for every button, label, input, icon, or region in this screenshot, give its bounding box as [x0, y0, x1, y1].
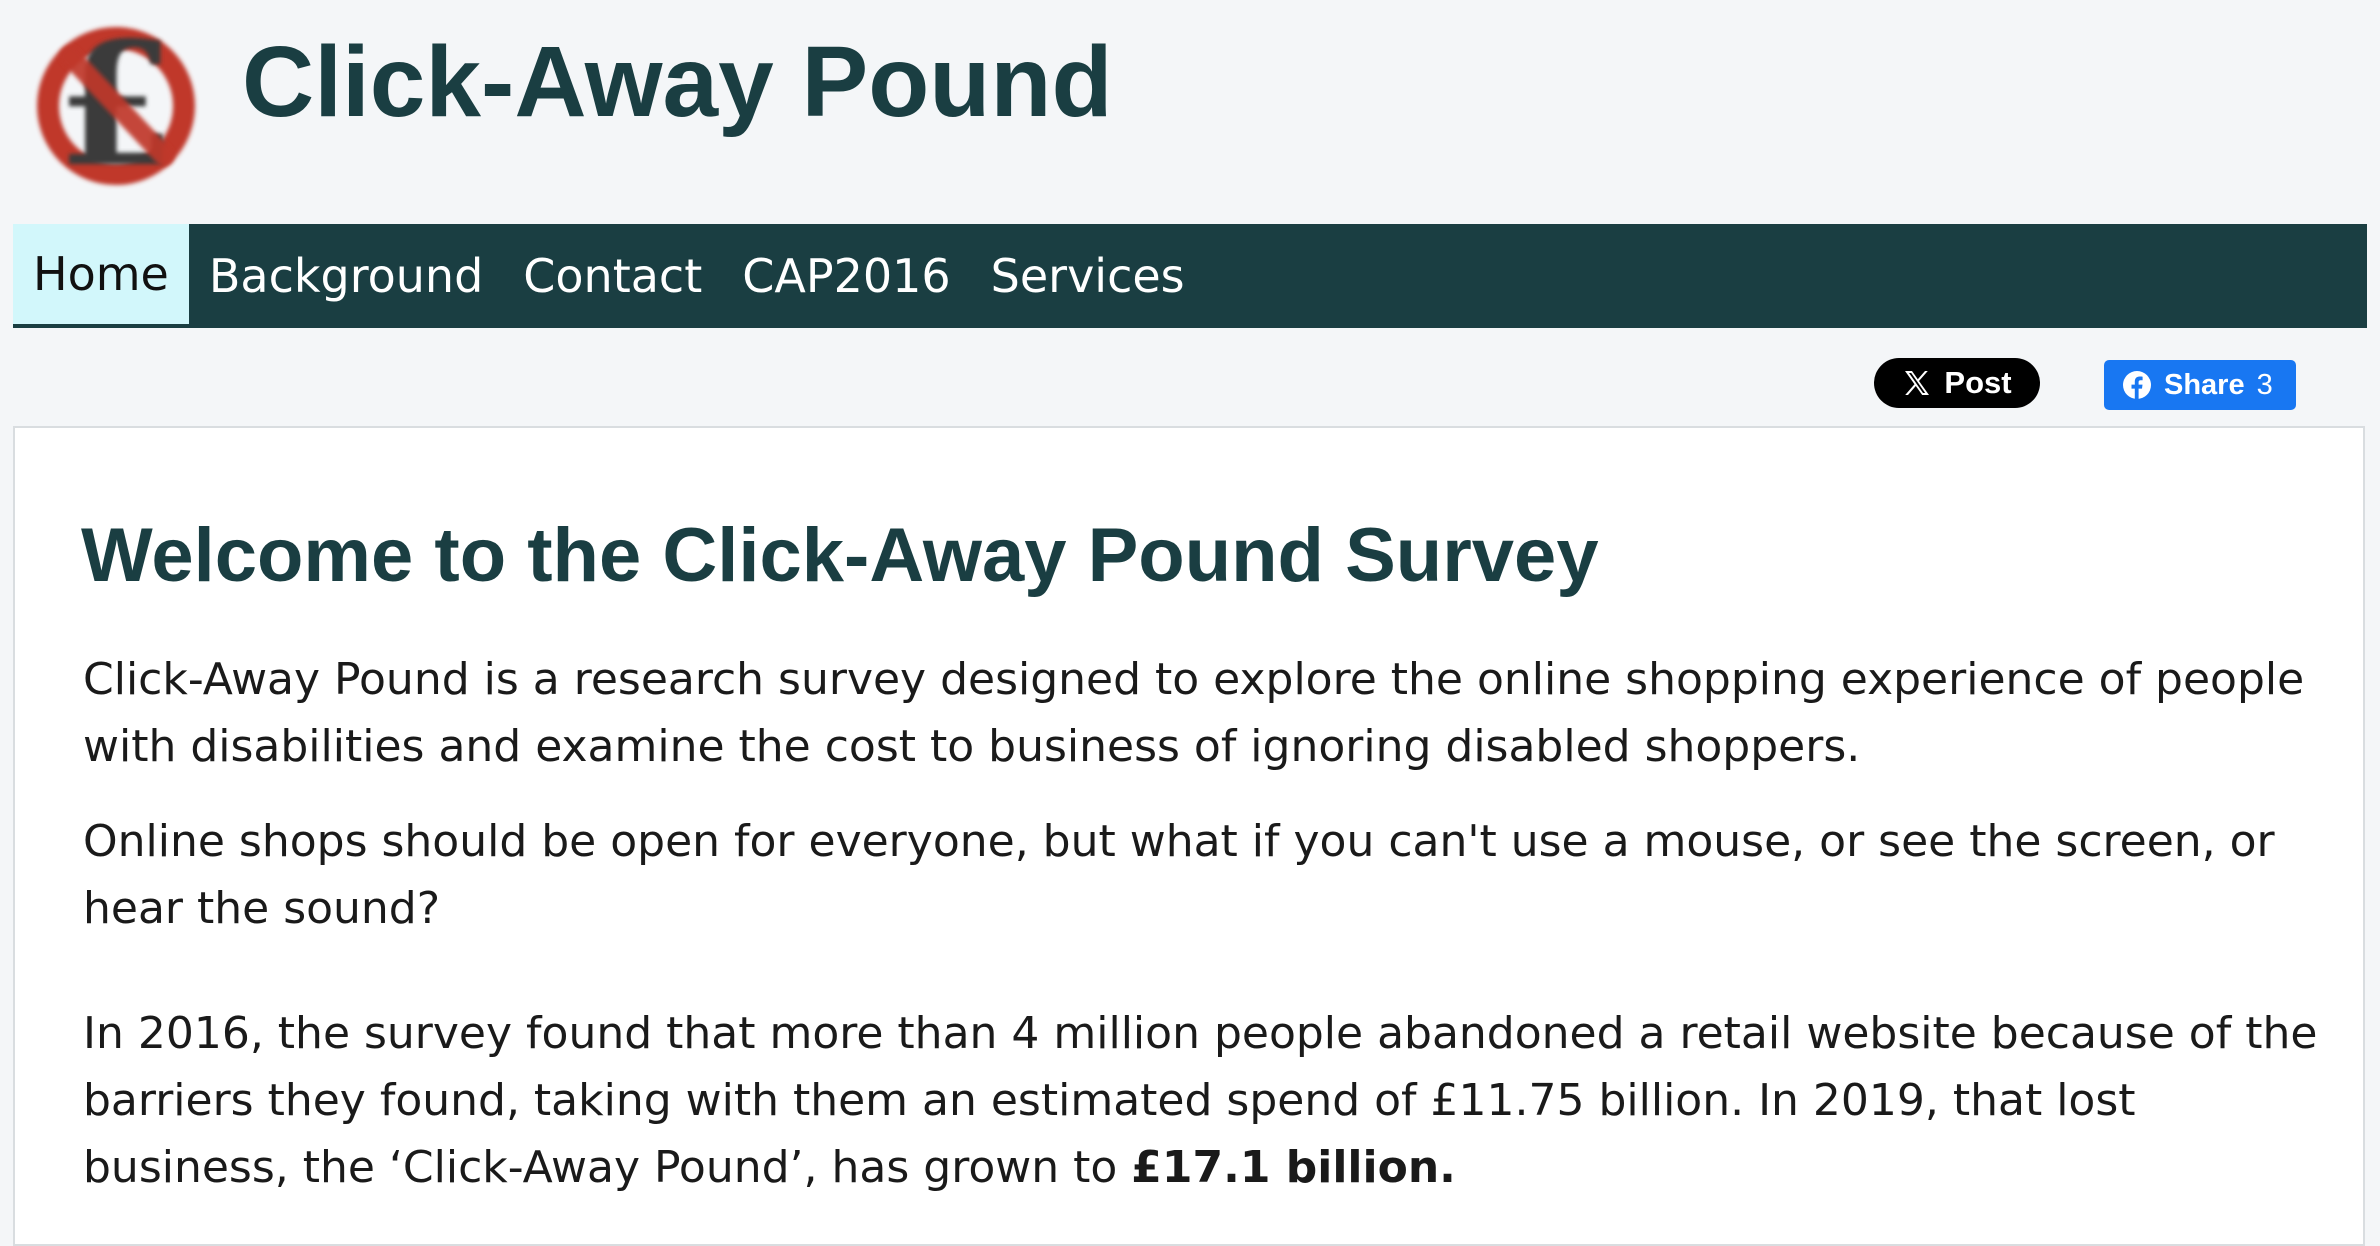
main-nav: Home Background Contact CAP2016 Services: [13, 224, 2367, 328]
x-post-button[interactable]: Post: [1874, 358, 2040, 408]
facebook-share-count: 3: [2256, 368, 2273, 401]
nav-item-services[interactable]: Services: [990, 249, 1185, 303]
site-header: £ Click-Away Pound: [0, 0, 2380, 222]
nav-item-background[interactable]: Background: [208, 249, 484, 303]
accessibility-paragraph: Online shops should be open for everyone…: [83, 816, 2275, 934]
main-content: Welcome to the Click-Away Pound Survey C…: [13, 426, 2365, 1246]
facebook-share-label: Share: [2164, 368, 2245, 401]
x-logo-icon: [1902, 368, 1932, 398]
statistics-text: In 2016, the survey found that more than…: [83, 1008, 2318, 1193]
statistics-paragraph: In 2016, the survey found that more than…: [83, 1000, 2323, 1201]
nav-item-contact[interactable]: Contact: [523, 249, 703, 303]
facebook-share-button[interactable]: Share 3: [2104, 360, 2296, 410]
nav-item-home[interactable]: Home: [13, 224, 189, 328]
site-title: Click-Away Pound: [242, 26, 1113, 138]
intro-paragraph: Click-Away Pound is a research survey de…: [83, 654, 2305, 772]
facebook-icon: [2122, 370, 2152, 400]
crossed-out-pound-icon[interactable]: £: [32, 5, 202, 205]
nav-item-cap2016[interactable]: CAP2016: [742, 249, 951, 303]
page-title: Welcome to the Click-Away Pound Survey: [81, 513, 1599, 598]
x-post-label: Post: [1944, 365, 2012, 400]
lost-spend-highlight: £17.1 billion.: [1131, 1142, 1456, 1193]
share-bar: Post Share 3: [0, 350, 2380, 420]
